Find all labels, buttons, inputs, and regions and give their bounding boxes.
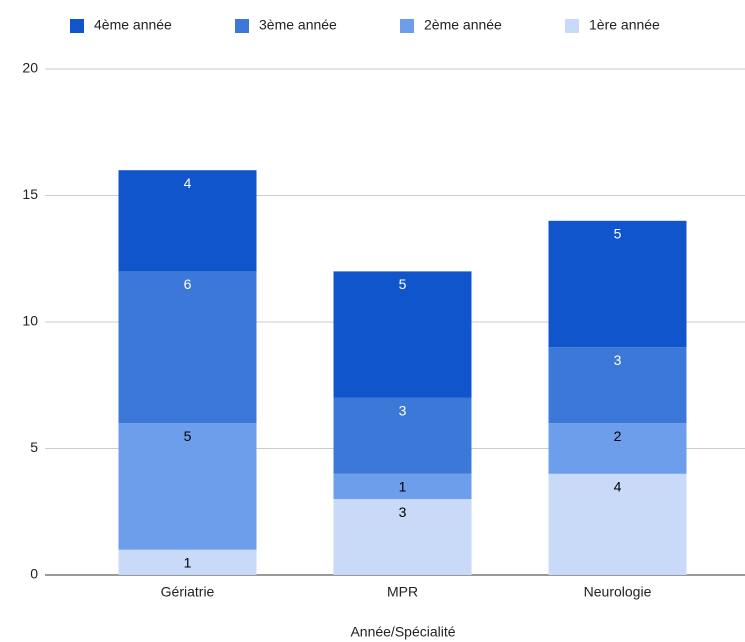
bar-segment — [333, 473, 472, 500]
bar-segment — [118, 271, 257, 424]
y-tick-label: 10 — [22, 313, 38, 329]
data-label: 6 — [184, 276, 192, 292]
data-label: 3 — [614, 352, 622, 368]
bar-segment — [548, 473, 687, 575]
y-tick-label: 5 — [30, 439, 38, 455]
legend-label: 4ème année — [94, 17, 172, 33]
y-tick-label: 20 — [22, 60, 38, 76]
data-label: 5 — [614, 226, 622, 242]
bar-segment — [333, 499, 472, 575]
bar-segment — [548, 220, 687, 348]
data-label: 5 — [399, 276, 407, 292]
data-label: 4 — [184, 175, 192, 191]
data-label: 1 — [184, 554, 192, 570]
data-label: 5 — [184, 428, 192, 444]
x-tick-label: Gériatrie — [161, 584, 215, 600]
y-tick-label: 0 — [30, 566, 38, 582]
bar-segment — [118, 549, 257, 575]
legend-swatch — [235, 19, 249, 33]
x-tick-label: MPR — [387, 584, 418, 600]
data-label: 1 — [399, 479, 407, 495]
data-label: 4 — [614, 479, 622, 495]
data-label: 2 — [614, 428, 622, 444]
legend-swatch — [400, 19, 414, 33]
x-tick-label: Neurologie — [584, 584, 652, 600]
bar-segment — [548, 347, 687, 424]
data-label: 3 — [399, 504, 407, 520]
legend-label: 2ème année — [424, 17, 502, 33]
x-axis-label: Année/Spécialité — [350, 624, 455, 640]
legend-swatch — [565, 19, 579, 33]
bar-segment — [118, 170, 257, 272]
bar-segment — [118, 423, 257, 550]
bar-segment — [333, 397, 472, 474]
legend-label: 3ème année — [259, 17, 337, 33]
legend-swatch — [70, 19, 84, 33]
bar-segment — [333, 271, 472, 398]
data-label: 3 — [399, 403, 407, 419]
y-tick-label: 15 — [22, 186, 38, 202]
bar-segment — [548, 423, 687, 474]
legend-label: 1ère année — [589, 17, 660, 33]
